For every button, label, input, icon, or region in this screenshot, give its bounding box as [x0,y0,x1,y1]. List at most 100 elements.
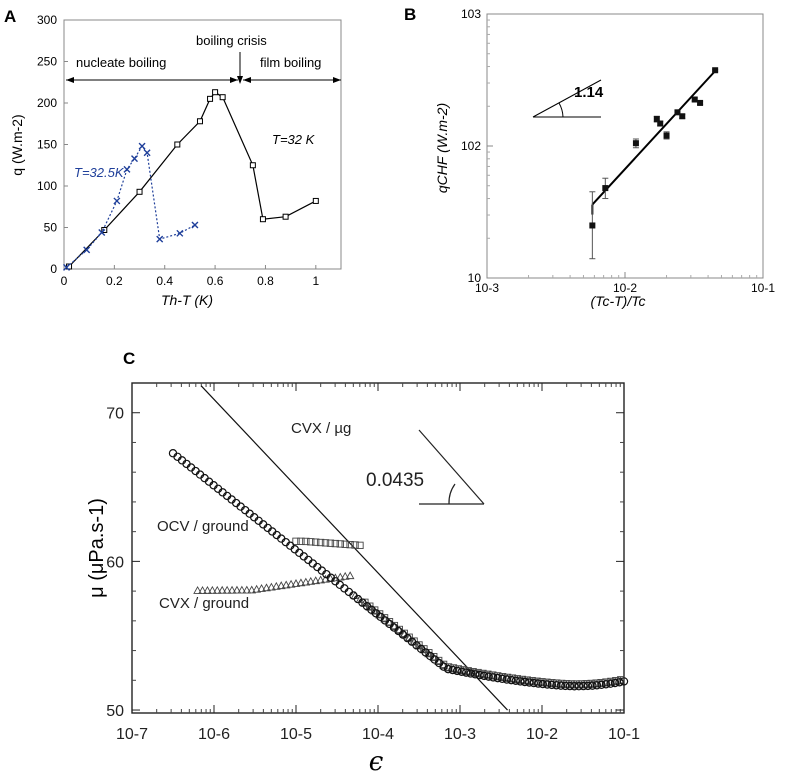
panel-c-ocv-point-5 [316,538,325,547]
panel-c-cvx-ug-point-71 [489,673,498,682]
panel-c-cvx-ground-point-29 [335,572,345,581]
panel-c-ticks: 10-7 10-6 10-5 10-4 10-3 10-2 10-1 50 60 70 [106,383,640,743]
panel-a: 0 0.2 0.4 0.6 0.8 1 0 50 100 150 200 250 300 nucleat… [9,13,342,308]
panel-a-point-0-5 [207,95,214,102]
panel-a-ytick-label-0: 0 [50,262,57,276]
panel-b-point-2 [632,140,639,147]
panel-c-cvx-ground-point-2 [203,585,212,594]
panel-b-point-1 [602,185,609,192]
panel-b-slope-triangle: 1.14 [532,79,604,118]
panel-c-ylabel: μ (μPa.s-1) [86,498,108,598]
label-boiling-crisis: boiling crisis [196,33,267,48]
panel-c-cvx-ground-point-22 [301,577,311,586]
panel-b-point-5 [663,132,670,139]
panel-c-cvx-ground-point-9 [237,585,247,594]
panel-c-cvx-ground-point-18 [281,580,291,589]
slope-label-c: 0.0435 [366,470,424,491]
panel-c-cvx-ground-point-14 [262,583,271,592]
panel-c-ocv-point-13 [356,541,364,550]
panel-c-ocv-point-9 [336,540,344,548]
panel-c-cvx-ug-point-67 [470,670,480,679]
panel-a-xtick-label-5: 1 [312,274,319,288]
panel-c-xtick-label-1: 10-6 [198,726,230,743]
slope-line-b [532,79,602,118]
panel-c-cvx-ug-point-81 [534,679,543,688]
panel-b-ticks: 10-3 10-2 10-1 10 102 103 [461,7,775,295]
panel-c-cvx-ground-point-13 [257,584,266,592]
panel-b-point-10 [712,67,719,74]
panel-c-cvx-ug-point-78 [520,677,529,687]
panel-c-cvx-ug-point-63 [452,666,462,676]
slope-label-b: 1.14 [574,84,604,101]
panel-c-cvx-ground-point-0 [193,586,202,594]
panel-c-cvx-ug-point-70 [484,672,493,681]
panel-c-cvx-ug-point-62 [448,665,457,675]
panel-a-point-0-11 [312,197,319,204]
panel-a-ytick-label-5: 250 [37,55,57,69]
panel-c-cvx-ground-point-6 [222,585,232,594]
panel-c-cvx-ug-point-90 [574,682,584,691]
label-cvx-ug: CVX / µg [291,420,351,437]
label-ocv-ground: OCV / ground [157,518,249,535]
panel-c-ocv-point-6 [321,539,330,547]
panel-b-ylabel: qCHF (W.m-2) [434,103,450,193]
panel-c-cvx-ground-point-1 [198,585,207,594]
panel-c-cvx-ground-point-8 [232,585,242,594]
panel-a-point-1-5 [131,155,139,163]
panel-c-xtick-label-4: 10-3 [444,726,476,743]
panel-a-ylabel: q (W.m-2) [9,114,25,175]
label-nucleate-boiling: nucleate boiling [76,55,166,70]
panel-c-cvx-ug-point-86 [556,681,566,690]
panel-b-ytick-label-2: 103 [461,7,481,21]
panel-a-point-0-2 [136,188,143,195]
panel-a-series-line-0 [68,91,317,267]
panel-c-cvx-ug-point-92 [583,681,593,691]
panel-c-cvx-ug-point-74 [502,675,511,684]
panel-c: 10-7 10-6 10-5 10-4 10-3 10-2 10-1 50 60 70 0.043… [86,382,640,777]
panel-c-cvx-ground-point-23 [306,576,316,585]
panel-c-cvx-ug-point-79 [525,678,534,687]
panel-c-cvx-ug-point-66 [466,669,475,678]
panel-a-xtick-label-0: 0 [61,274,68,288]
slope-arc-c [448,483,456,505]
panel-c-xtick-label-6: 10-1 [608,726,640,743]
panel-a-xtick-label-1: 0.2 [106,274,123,288]
panel-b: 10-3 10-2 10-1 10 102 103 1.14 (Tc-T)/Tc qCHF… [434,7,775,309]
panel-c-cvx-ug-point-73 [498,674,507,684]
panel-c-ytick-label-1: 60 [106,554,124,571]
panel-b-xlabel: (Tc-T)/Tc [591,293,646,309]
panel-c-cvx-ground-point-17 [276,581,286,590]
panel-c-cvx-ground-point-12 [252,584,262,593]
panel-c-cvx-ug-point-84 [547,680,557,690]
panel-c-cvx-ug-point-87 [561,681,570,691]
panel-c-cvx-ug-point-64 [457,667,466,676]
panel-c-cvx-ground-point-15 [267,582,276,591]
panel-a-point-1-7 [143,149,151,157]
panel-c-ocv-point-7 [326,539,335,547]
label-t32: T=32 K [272,132,316,147]
panel-c-cvx-ug-point-72 [493,673,502,683]
panel-b-ytick-label-0: 10 [468,271,482,285]
panel-a-point-1-2 [98,228,106,236]
panel-c-ytick-label-0: 50 [106,703,124,720]
crisis-arrowhead [237,76,243,84]
panel-c-cvx-ug-point-95 [597,680,606,690]
panel-c-cvx-ug-point-93 [588,681,597,690]
panel-c-xtick-label-2: 10-5 [280,726,312,743]
panel-c-cvx-ug-point-88 [565,681,575,691]
panel-a-point-0-10 [282,213,289,220]
panel-c-cvx-ug-point-75 [507,675,516,685]
panel-c-xtick-label-3: 10-4 [362,726,394,743]
panel-b-point-7 [679,113,686,120]
panel-c-cvx-ground-point-4 [212,585,222,594]
panel-a-series [63,89,319,271]
panel-c-cvx-ug-point-77 [516,677,525,686]
panel-a-ytick-label-2: 100 [37,179,57,193]
panel-c-cvx-ug-point-83 [543,680,552,689]
panel-c-cvx-ground-point-31 [345,571,355,580]
panel-b-point-8 [691,96,698,103]
panel-a-xtick-label-3: 0.6 [207,274,224,288]
panel-a-annotations: nucleate boiling boiling crisis film boi… [66,33,341,180]
slope-arc-b [558,102,564,118]
